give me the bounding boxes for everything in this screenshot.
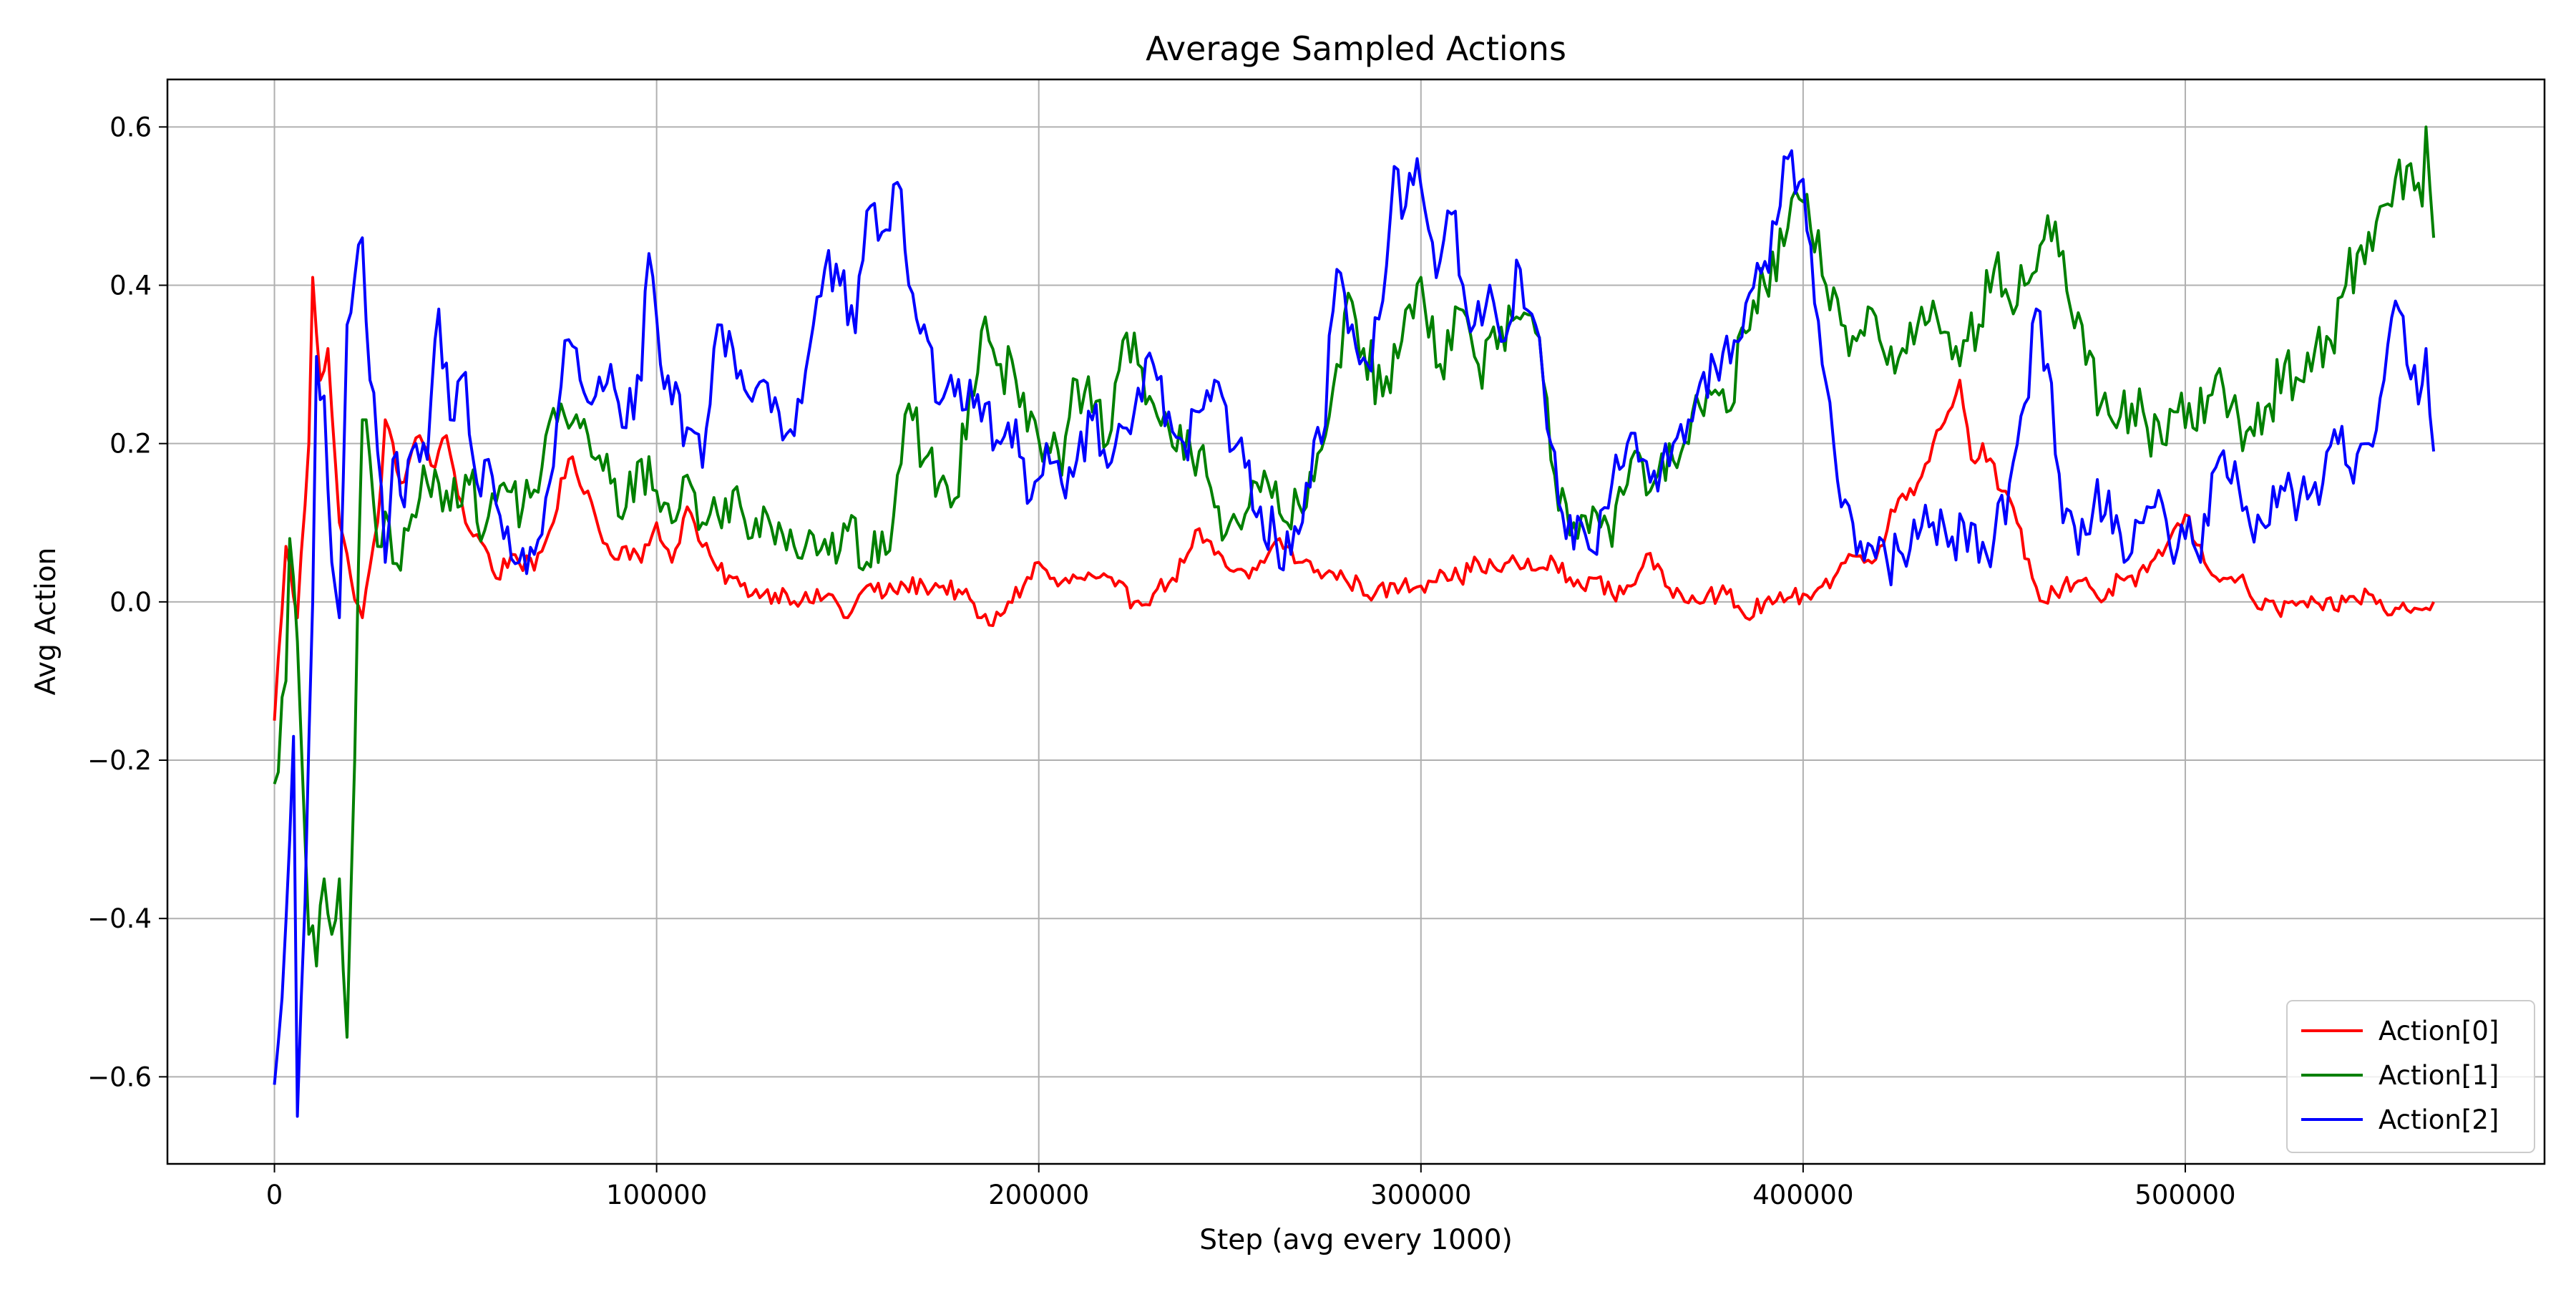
y-axis-label: Avg Action (30, 548, 62, 696)
series-lines (273, 125, 2436, 1118)
series-line-action-0 (273, 276, 2435, 721)
legend-label: Action[1] (2379, 1060, 2499, 1091)
x-tick-label: 200000 (988, 1180, 1089, 1210)
legend-label: Action[2] (2379, 1104, 2499, 1135)
x-tick-label: 300000 (1370, 1180, 1471, 1210)
x-tick-label: 500000 (2135, 1180, 2235, 1210)
y-tick-label: 0.4 (109, 271, 152, 301)
chart-title: Average Sampled Actions (1146, 29, 1566, 68)
y-tick-label: 0.2 (109, 429, 152, 460)
legend-box (2286, 1000, 2535, 1153)
series-line-action-1 (273, 125, 2436, 1039)
axis-ticks: 0 100000 200000 300000 400000 500000 −0.6 −0.4 −… (87, 112, 2235, 1210)
legend-label: Action[0] (2379, 1016, 2499, 1046)
x-tick-label: 0 (266, 1180, 283, 1210)
y-tick-label: −0.6 (87, 1062, 152, 1092)
series-line-action-2 (273, 149, 2436, 1118)
grid-lines (167, 79, 2545, 1164)
y-tick-label: −0.2 (87, 745, 152, 776)
plot-frame (166, 78, 2546, 1165)
x-tick-label: 100000 (606, 1180, 707, 1210)
y-tick-label: −0.4 (87, 903, 152, 934)
chart-legend: Action[0] Action[1] Action[2] (2286, 1000, 2535, 1153)
y-tick-label: 0.0 (109, 587, 152, 618)
x-tick-label: 400000 (1752, 1180, 1853, 1210)
y-tick-label: 0.6 (109, 112, 152, 142)
x-axis-label: Step (avg every 1000) (1199, 1224, 1513, 1256)
